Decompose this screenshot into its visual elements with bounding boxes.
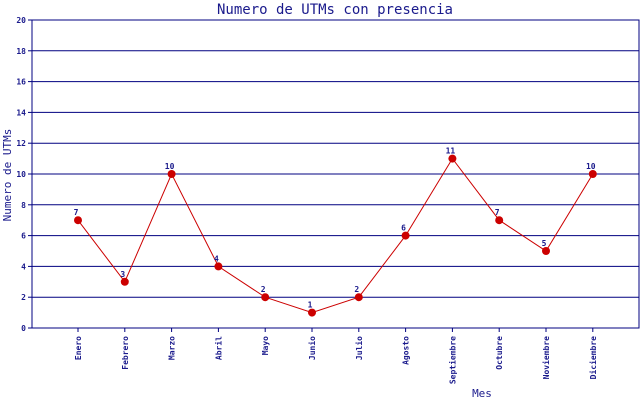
series-line bbox=[77, 157, 594, 314]
x-tick-label: Agosto bbox=[402, 336, 411, 365]
x-tick-label: Marzo bbox=[168, 336, 177, 360]
y-tick-label: 12 bbox=[16, 139, 26, 148]
y-tick-label: 0 bbox=[21, 324, 26, 333]
x-tick-label: Septiembre bbox=[447, 336, 457, 384]
y-tick-label: 4 bbox=[21, 262, 26, 271]
data-point bbox=[214, 262, 223, 271]
data-point bbox=[308, 308, 316, 317]
data-label: 10 bbox=[586, 162, 596, 171]
data-labels: 7 3 10 4 2 1 2 6 11 7 5 10 bbox=[74, 147, 596, 310]
data-point bbox=[495, 216, 504, 225]
x-tick-label: Octubre bbox=[495, 336, 504, 370]
data-label: 11 bbox=[446, 147, 456, 156]
x-tick-label: Junio bbox=[307, 336, 317, 360]
x-tick-label: Julio bbox=[354, 336, 364, 360]
data-label: 1 bbox=[308, 301, 313, 310]
x-axis-label: Mes bbox=[472, 387, 492, 400]
y-tick-label: 14 bbox=[16, 108, 26, 117]
y-axis-ticks: 0 2 4 6 8 10 12 14 16 18 20 bbox=[16, 16, 32, 333]
y-tick-label: 16 bbox=[16, 78, 26, 87]
data-points bbox=[74, 154, 597, 317]
data-point bbox=[542, 247, 550, 255]
data-point bbox=[588, 170, 597, 178]
data-point bbox=[354, 293, 363, 302]
data-point bbox=[261, 293, 270, 302]
data-label: 5 bbox=[542, 239, 547, 248]
x-tick-label: Febrero bbox=[121, 336, 130, 370]
data-label: 6 bbox=[401, 224, 406, 233]
data-point bbox=[120, 277, 129, 286]
y-axis-label: Numero de UTMs bbox=[1, 129, 14, 222]
data-label: 7 bbox=[74, 208, 79, 217]
data-point bbox=[401, 231, 410, 240]
data-point bbox=[448, 154, 457, 163]
y-tick-label: 10 bbox=[16, 170, 26, 179]
y-tick-label: 20 bbox=[16, 16, 26, 25]
y-tick-label: 18 bbox=[16, 47, 26, 56]
x-tick-label: Diciembre bbox=[588, 336, 598, 380]
y-tick-label: 8 bbox=[21, 201, 26, 210]
grid bbox=[32, 50, 639, 298]
y-tick-label: 2 bbox=[21, 293, 26, 302]
y-tick-label: 6 bbox=[21, 232, 26, 241]
x-tick-label: Mayo bbox=[261, 336, 270, 355]
chart-title: Numero de UTMs con presencia bbox=[217, 2, 453, 18]
x-tick-label: Enero bbox=[74, 336, 83, 360]
series-polyline bbox=[77, 157, 594, 314]
x-tick-label: Noviembre bbox=[541, 336, 551, 380]
data-label: 2 bbox=[261, 285, 266, 294]
x-tick-label: Abril bbox=[213, 336, 223, 360]
x-axis-ticks: Enero Febrero Marzo Abril Mayo Junio Julio Agos… bbox=[74, 328, 598, 384]
data-label: 3 bbox=[120, 270, 125, 279]
data-label: 7 bbox=[495, 208, 500, 217]
data-label: 4 bbox=[214, 254, 219, 263]
data-label: 2 bbox=[354, 285, 359, 294]
data-point bbox=[167, 170, 176, 178]
data-point bbox=[74, 216, 82, 225]
data-label: 10 bbox=[165, 162, 175, 171]
